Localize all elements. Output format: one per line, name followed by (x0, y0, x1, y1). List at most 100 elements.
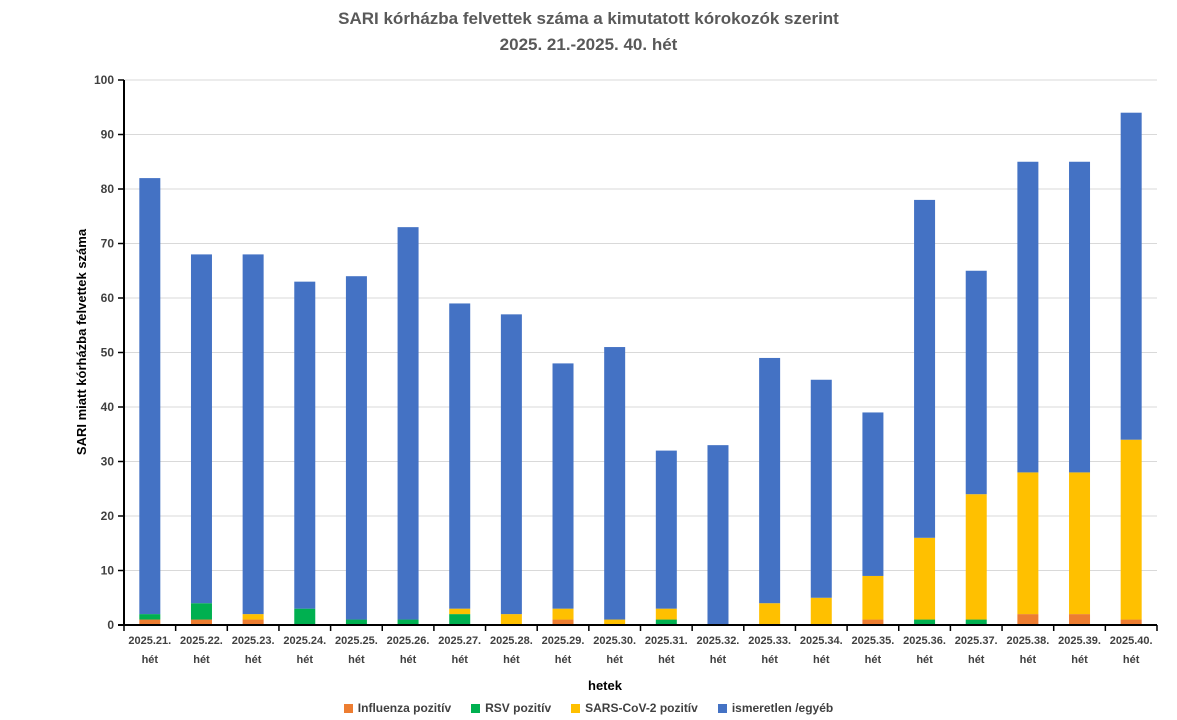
bar-segment (655, 619, 677, 625)
x-tick-label: 2025.38. (1006, 635, 1049, 647)
legend-label: ismeretlen /egyéb (731, 700, 834, 715)
x-tick-label: 2025.31. (645, 635, 688, 647)
legend-item: ismeretlen /egyéb (717, 700, 834, 715)
y-tick-label: 60 (101, 291, 115, 305)
y-tick-label: 100 (94, 73, 114, 87)
x-tick-label: 2025.24. (283, 635, 326, 647)
x-tick-label-unit: hét (503, 654, 520, 666)
bar-segment (139, 614, 161, 620)
bar-segment (914, 619, 936, 625)
legend-item: Influenza pozitív (343, 701, 451, 715)
x-tick-label: 2025.29. (542, 635, 585, 647)
stacked-bar-chart: 0 10 20 30 40 50 60 70 80 90 100 2025.21. hét 2025.22… (74, 73, 1158, 693)
legend-item: RSV pozitív (471, 701, 551, 715)
bar-segment (500, 614, 522, 625)
bar-segment (759, 603, 781, 625)
bar-segment (1120, 619, 1142, 625)
x-tick-label: 2025.27. (438, 635, 481, 647)
x-tick-label: 2025.26. (387, 635, 430, 647)
bar-segment (810, 379, 832, 598)
bar-segment (604, 347, 626, 620)
legend-label: RSV pozitív (485, 700, 552, 715)
y-tick-label: 40 (101, 400, 115, 414)
bar-segment (552, 608, 574, 620)
x-tick-label: 2025.40. (1110, 635, 1153, 647)
y-axis-title: SARI miatt kórházba felvettek száma (74, 228, 89, 455)
bar-segment (862, 619, 884, 625)
x-tick-label: 2025.33. (748, 635, 791, 647)
bar-segment (707, 445, 729, 625)
bar-segment (397, 227, 419, 620)
x-tick-label-unit: hét (1123, 654, 1140, 666)
legend-swatch (571, 703, 581, 713)
x-tick-label-unit: hét (761, 654, 778, 666)
bar-segment (1017, 614, 1039, 625)
bar-segment (345, 276, 367, 620)
bar-segment (1069, 614, 1091, 625)
y-tick-label: 0 (107, 618, 114, 632)
x-tick-label-unit: hét (400, 654, 417, 666)
bar-segment (914, 537, 936, 620)
bar-segment (500, 314, 522, 615)
x-tick-label-unit: hét (297, 654, 314, 666)
bar-segment (655, 608, 677, 620)
axis-labels: 0 10 20 30 40 50 60 70 80 90 100 2025.21. hét 2025.22… (94, 73, 1153, 666)
bar-segment (862, 412, 884, 576)
legend-swatch (717, 703, 727, 713)
x-tick-label-unit: hét (555, 654, 572, 666)
x-tick-label-unit: hét (451, 654, 468, 666)
bar-segment (965, 270, 987, 495)
bar-segment (810, 597, 832, 625)
bar-segment (242, 619, 264, 625)
legend: Influenza pozitív RSV pozitív SARS-CoV-2 p… (0, 700, 1177, 715)
y-tick-label: 10 (101, 564, 115, 578)
bar-segment (604, 619, 626, 625)
bar-segment (1069, 161, 1091, 473)
x-tick-label: 2025.34. (800, 635, 843, 647)
x-tick-label-unit: hét (193, 654, 210, 666)
bar-segment (759, 357, 781, 604)
bar-segment (397, 619, 419, 625)
bar-segment (449, 614, 471, 625)
x-tick-label: 2025.32. (697, 635, 740, 647)
x-tick-label: 2025.22. (180, 635, 223, 647)
y-tick-label: 90 (101, 128, 115, 142)
bar-segment (294, 281, 316, 609)
x-tick-label-unit: hét (1071, 654, 1088, 666)
x-tick-label: 2025.21. (128, 635, 171, 647)
x-tick-label-unit: hét (916, 654, 933, 666)
bar-segment (965, 494, 987, 620)
x-tick-label: 2025.36. (903, 635, 946, 647)
bar-segment (294, 608, 316, 625)
gridlines (124, 79, 1157, 571)
legend-item: SARS-CoV-2 pozitív (571, 701, 698, 715)
x-tick-label-unit: hét (245, 654, 262, 666)
bar-segment (1120, 439, 1142, 620)
x-axis-title: hetek (588, 678, 623, 693)
x-tick-label-unit: hét (813, 654, 830, 666)
bar-segment (1069, 472, 1091, 615)
x-tick-label-unit: hét (606, 654, 623, 666)
bar-segment (242, 254, 264, 615)
bar-segment (190, 254, 212, 604)
legend-label: SARS-CoV-2 pozitív (585, 700, 698, 715)
x-tick-label-unit: hét (658, 654, 675, 666)
bar-segment (552, 619, 574, 625)
axes (118, 79, 1158, 631)
x-tick-label: 2025.23. (232, 635, 275, 647)
x-tick-label-unit: hét (142, 654, 159, 666)
bar-segment (449, 303, 471, 609)
bar-segment (190, 619, 212, 625)
chart-title: SARI kórházba felvettek száma a kimutato… (0, 6, 1177, 58)
bar-segment (965, 619, 987, 625)
legend-swatch (471, 703, 481, 713)
x-tick-label: 2025.30. (593, 635, 636, 647)
bar-segment (449, 608, 471, 615)
bar-segment (1017, 472, 1039, 615)
bar-segment (1120, 112, 1142, 440)
bar-segment (242, 614, 264, 620)
y-tick-label: 70 (101, 237, 115, 251)
chart-title-line-1: SARI kórházba felvettek száma a kimutato… (338, 9, 839, 28)
bars (139, 112, 1142, 625)
y-tick-label: 30 (101, 455, 115, 469)
